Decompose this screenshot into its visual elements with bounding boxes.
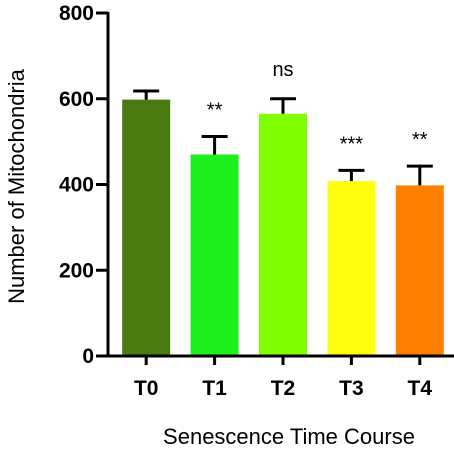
category-label-T1: T1 (202, 377, 227, 400)
significance-T2: ns (272, 59, 293, 81)
bar-T1 (190, 154, 239, 356)
significance-T3: *** (340, 133, 364, 155)
category-label-T2: T2 (271, 377, 296, 400)
bar-T2 (259, 113, 307, 356)
bar-T0 (122, 99, 171, 357)
y-tick-label: 600 (59, 88, 94, 111)
y-tick-label: 0 (82, 345, 94, 368)
y-tick-label: 200 (59, 259, 94, 282)
bar-T3 (327, 181, 376, 356)
y-axis-title: Number of Mitochondria (4, 68, 29, 304)
y-tick-label: 400 (59, 174, 94, 197)
significance-annotations: **ns*** ** (207, 59, 428, 156)
significance-T1: ** (207, 99, 223, 121)
bars-layer (122, 99, 444, 357)
significance-T4: ** (412, 129, 428, 151)
error-bars-layer (133, 89, 433, 186)
bar-T4 (395, 185, 444, 356)
x-categories-layer: T0 T1 T2 T3 T4 (134, 356, 432, 400)
category-label-T3: T3 (339, 377, 364, 400)
category-label-T4: T4 (408, 377, 433, 400)
y-tick-label: 800 (59, 2, 94, 25)
category-label-T0: T0 (134, 377, 159, 400)
y-ticks-layer: 0 200 400 600 800 (59, 2, 108, 368)
x-axis-title: Senescence Time Course (163, 424, 415, 449)
